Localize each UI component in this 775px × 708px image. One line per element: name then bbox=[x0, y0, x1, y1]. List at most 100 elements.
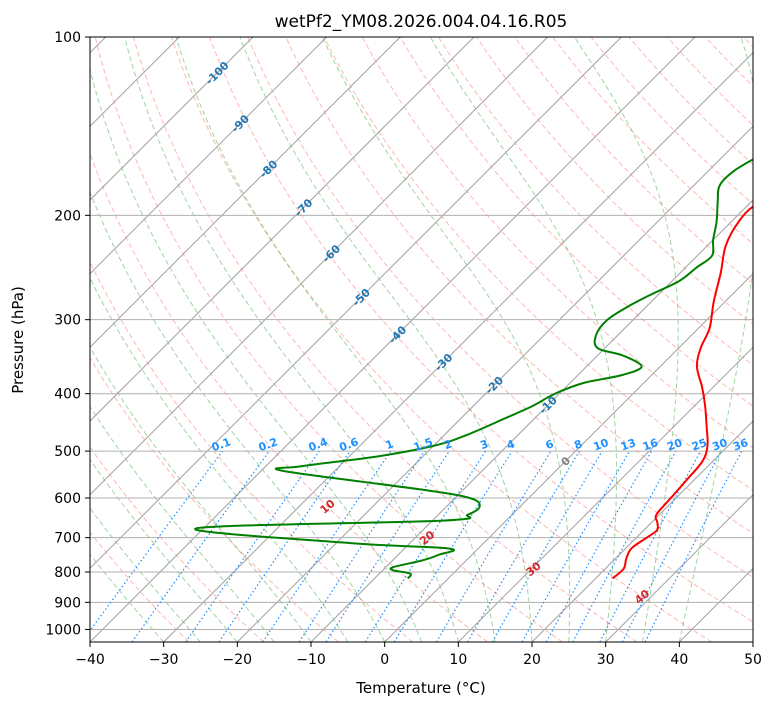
isotherm bbox=[90, 37, 254, 201]
x-tick-label: 20 bbox=[523, 652, 541, 668]
mixing-ratio-line bbox=[325, 450, 450, 642]
moist-adiabat bbox=[574, 37, 679, 642]
isotherm bbox=[310, 199, 753, 642]
y-tick-label: 800 bbox=[54, 565, 81, 581]
dry-adiabat bbox=[171, 37, 713, 642]
dry-adiabat bbox=[552, 37, 753, 245]
x-axis: −40 −30 −20 −10 0 10 20 30 40 50 bbox=[75, 642, 762, 668]
mixing-ratio-line bbox=[393, 450, 513, 642]
background-lines bbox=[90, 37, 753, 642]
mixing-ratio-label: 36 bbox=[731, 436, 750, 454]
moist-adiabat bbox=[321, 37, 571, 642]
y-tick-label: 600 bbox=[54, 491, 81, 507]
y-tick-label: 700 bbox=[54, 531, 81, 547]
isotherm bbox=[384, 272, 753, 642]
moist-adiabat bbox=[429, 37, 618, 642]
dewpoint-line bbox=[194, 158, 753, 580]
y-axis-label: Pressure (hPa) bbox=[9, 286, 27, 394]
dry-adiabat bbox=[90, 531, 190, 642]
isotherm bbox=[605, 493, 753, 642]
dry-adiabat bbox=[209, 37, 753, 623]
x-axis-label: Temperature (°C) bbox=[355, 679, 485, 697]
chart-title: wetPf2_YM08.2026.004.04.16.R05 bbox=[275, 12, 568, 32]
isotherm bbox=[163, 51, 753, 642]
sounding-lines bbox=[194, 158, 753, 580]
mixing-ratio-label: 4 bbox=[505, 437, 517, 452]
mixing-ratio-line bbox=[521, 450, 631, 642]
dry-adiabat bbox=[90, 260, 414, 642]
x-tick-label: −30 bbox=[149, 652, 179, 668]
x-tick-label: −10 bbox=[296, 652, 326, 668]
dry-adiabat bbox=[90, 356, 339, 642]
mixing-ratio-label: 8 bbox=[572, 437, 584, 452]
y-tick-label: 1000 bbox=[45, 622, 81, 638]
y-tick-label: 500 bbox=[54, 444, 81, 460]
dry-adiabat bbox=[285, 37, 753, 535]
dry-adiabat bbox=[247, 37, 753, 578]
x-tick-label: −20 bbox=[223, 652, 253, 668]
isotherm bbox=[90, 37, 401, 349]
mixing-ratio-label: 1 bbox=[384, 437, 396, 452]
mixing-ratio-line bbox=[218, 450, 351, 642]
y-tick-label: 100 bbox=[54, 30, 81, 46]
temperature-line bbox=[611, 205, 753, 580]
mixing-ratio-label: 1.5 bbox=[412, 435, 435, 454]
moist-adiabat bbox=[124, 37, 459, 642]
x-tick-label: 10 bbox=[449, 652, 467, 668]
plot-frame bbox=[89, 36, 754, 643]
moist-adiabat bbox=[90, 405, 275, 642]
x-tick-label: 0 bbox=[380, 652, 389, 668]
mixing-ratio-label: 6 bbox=[544, 437, 556, 452]
dry-adiabat bbox=[399, 37, 753, 407]
mixing-ratio-label: 20 bbox=[665, 436, 684, 454]
isotherm bbox=[90, 37, 549, 496]
mixing-ratio-label: 0.2 bbox=[257, 435, 280, 454]
x-tick-label: 30 bbox=[597, 652, 615, 668]
mixing-ratio-label: 10 bbox=[592, 436, 611, 454]
mixing-ratio-line bbox=[545, 450, 653, 642]
y-tick-label: 900 bbox=[54, 595, 81, 611]
moist-adiabat bbox=[90, 458, 238, 642]
y-axis: 100 200 300 400 500 600 700 800 900 1000 bbox=[45, 30, 90, 638]
mixing-ratio-label: 25 bbox=[690, 436, 709, 453]
mixing-ratio-label: 30 bbox=[710, 436, 729, 454]
moist-adiabat bbox=[239, 37, 533, 642]
mixing-ratio-line bbox=[185, 450, 320, 642]
mixing-ratio-line bbox=[644, 450, 743, 642]
dry-adiabat bbox=[323, 37, 753, 491]
moist-adiabat bbox=[90, 276, 349, 642]
mixing-ratio-label: 3 bbox=[478, 437, 490, 452]
isotherm bbox=[457, 346, 753, 642]
isotherm bbox=[90, 37, 696, 642]
mixing-ratio-line bbox=[572, 450, 677, 642]
mixing-ratio-line bbox=[262, 450, 392, 642]
moist-adiabat bbox=[175, 37, 496, 642]
mixing-ratio-label: 2 bbox=[442, 437, 454, 452]
mixing-ratio-label: 13 bbox=[619, 436, 638, 453]
dry-adiabat bbox=[438, 37, 753, 366]
dry-adiabat bbox=[132, 37, 638, 642]
mixing-ratio-label: 0.1 bbox=[210, 435, 233, 454]
mixing-ratio-line bbox=[298, 450, 425, 642]
x-tick-label: 40 bbox=[670, 652, 688, 668]
mixing-ratio-line bbox=[131, 450, 270, 642]
dry-adiabat bbox=[361, 37, 753, 449]
isotherm bbox=[531, 420, 753, 642]
moist-adiabat bbox=[678, 37, 753, 642]
dry-adiabat bbox=[628, 37, 753, 166]
y-tick-label: 200 bbox=[54, 208, 81, 224]
mixing-ratio-label: 0.6 bbox=[338, 435, 361, 454]
x-tick-label: 50 bbox=[744, 652, 762, 668]
mixing-ratio-line bbox=[90, 450, 223, 632]
y-tick-label: 400 bbox=[54, 387, 81, 403]
y-tick-label: 300 bbox=[54, 313, 81, 329]
x-tick-label: −40 bbox=[75, 652, 105, 668]
mixing-ratio-label: 16 bbox=[641, 436, 660, 454]
mixing-ratio-label: 0.4 bbox=[307, 435, 330, 454]
moist-adiabat bbox=[90, 67, 422, 642]
isotherm bbox=[90, 37, 622, 570]
isotherm bbox=[90, 37, 475, 422]
moist-adiabat bbox=[90, 190, 386, 642]
isotherm bbox=[90, 37, 328, 275]
